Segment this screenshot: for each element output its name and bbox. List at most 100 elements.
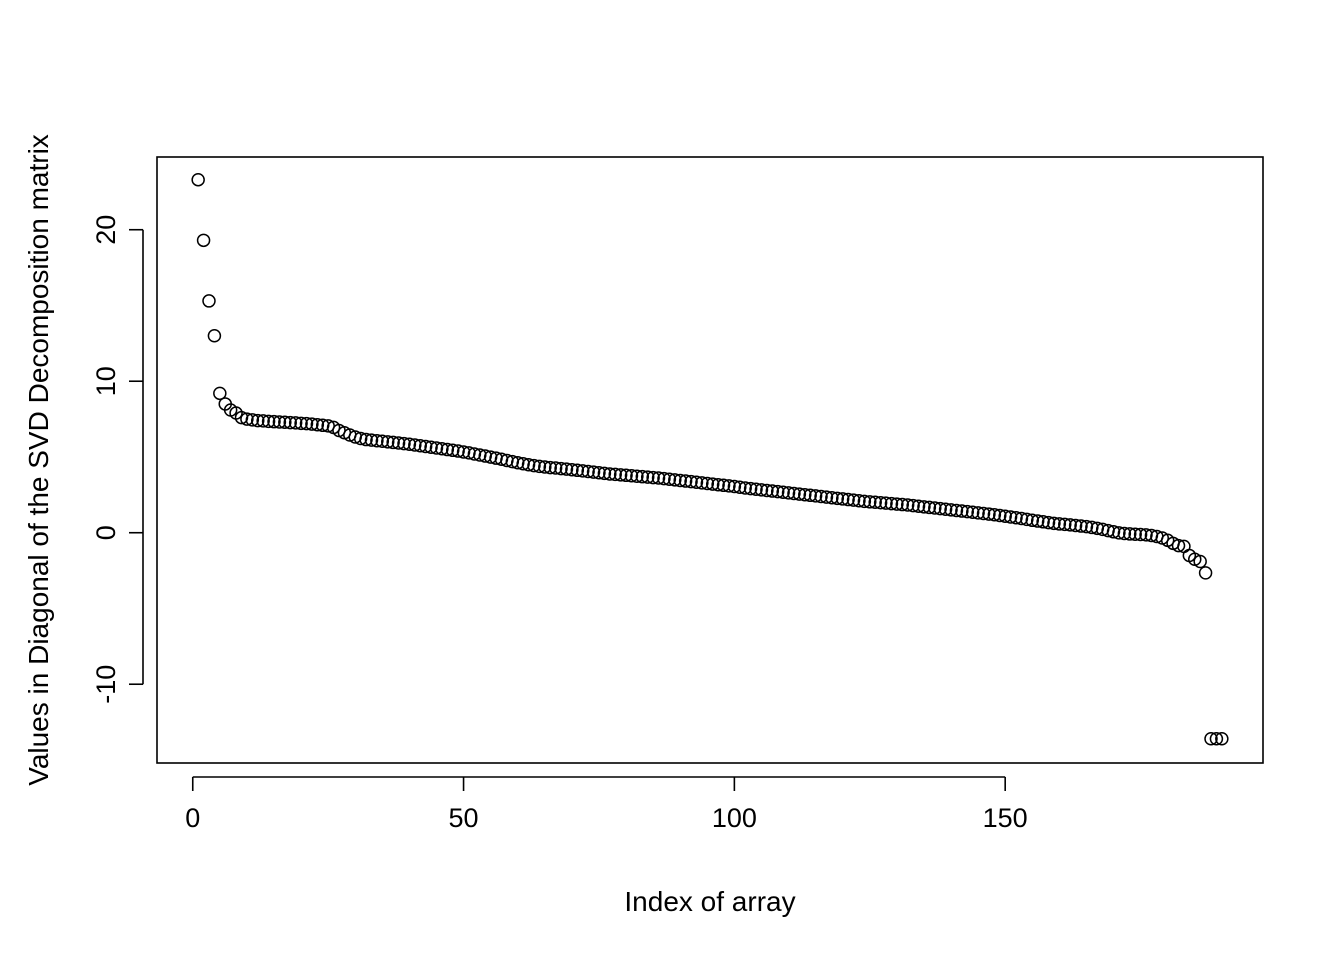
data-point — [278, 415, 292, 430]
data-point — [1117, 526, 1132, 541]
data-point — [776, 485, 790, 500]
data-point — [424, 440, 438, 455]
data-point — [765, 484, 780, 498]
data-point — [527, 458, 541, 473]
data-point — [559, 462, 574, 476]
data-point — [884, 496, 899, 511]
data-point — [532, 459, 547, 474]
data-point — [911, 499, 926, 513]
data-point — [868, 495, 882, 510]
data-point — [846, 493, 861, 507]
data-point — [597, 466, 612, 481]
data-point — [1193, 554, 1207, 569]
data-point — [554, 461, 568, 476]
data-point — [965, 505, 980, 520]
data-point — [955, 504, 969, 518]
data-point — [1204, 732, 1218, 746]
data-point — [1063, 518, 1077, 532]
data-point — [803, 488, 817, 503]
y-axis-title: Values in Diagonal of the SVD Decomposit… — [23, 134, 54, 786]
data-point — [451, 444, 465, 458]
data-point — [819, 490, 834, 504]
data-point — [375, 434, 390, 448]
data-point — [516, 457, 530, 471]
data-point — [429, 441, 444, 455]
y-axis: -10 0 10 20 — [91, 215, 144, 704]
data-point — [743, 481, 758, 496]
data-point — [792, 487, 807, 501]
data-point — [678, 474, 693, 488]
data-point — [1074, 519, 1088, 533]
data-point — [873, 495, 888, 510]
data-point — [207, 329, 222, 343]
data-point — [370, 434, 384, 448]
data-point — [1128, 527, 1142, 541]
data-point — [684, 474, 698, 489]
data-point — [413, 439, 427, 453]
data-point — [798, 487, 812, 502]
data-point — [651, 471, 666, 485]
data-point — [380, 435, 395, 449]
data-point — [640, 470, 655, 484]
data-point — [445, 443, 460, 458]
data-point — [397, 436, 411, 451]
data-point — [592, 465, 606, 480]
plot-frame — [156, 156, 1264, 764]
data-point — [738, 481, 752, 495]
data-point — [917, 500, 931, 514]
data-point — [960, 504, 975, 519]
data-point — [749, 482, 763, 496]
data-point — [624, 469, 639, 483]
data-point — [575, 464, 590, 478]
data-point — [1068, 518, 1083, 533]
data-point — [603, 467, 617, 481]
data-point — [570, 463, 585, 478]
data-point — [635, 469, 650, 484]
y-tick-label: 20 — [91, 215, 121, 245]
y-tick-label: 10 — [91, 366, 121, 396]
data-point — [668, 473, 682, 487]
data-point — [787, 486, 801, 501]
x-tick-label: 0 — [185, 803, 200, 833]
data-point — [1020, 512, 1034, 527]
data-point — [581, 464, 595, 479]
data-point — [202, 294, 216, 308]
data-point — [261, 414, 276, 429]
data-point — [440, 442, 455, 457]
data-point — [760, 483, 774, 498]
data-point — [993, 508, 1007, 523]
data-point — [1079, 519, 1094, 534]
data-point — [695, 476, 709, 490]
data-point — [814, 489, 828, 504]
data-point — [895, 497, 910, 512]
data-point — [716, 478, 731, 493]
data-point — [510, 455, 525, 470]
data-point — [922, 500, 937, 515]
data-point — [857, 494, 872, 509]
data-point — [1112, 526, 1126, 540]
data-point — [1014, 511, 1029, 526]
data-point — [933, 501, 947, 516]
data-point — [1139, 528, 1153, 542]
data-point — [1209, 732, 1224, 746]
data-point — [288, 416, 303, 430]
data-point — [294, 416, 308, 431]
data-point — [971, 506, 985, 520]
data-point — [982, 507, 996, 521]
data-point — [722, 479, 736, 493]
data-point — [456, 445, 471, 459]
data-point — [1171, 538, 1186, 553]
data-point — [673, 473, 687, 488]
data-point — [256, 414, 270, 428]
data-point — [689, 475, 704, 490]
data-point — [353, 431, 368, 446]
data-point — [906, 498, 920, 513]
data-point — [305, 417, 319, 431]
data-point — [705, 477, 720, 491]
data-point — [310, 417, 325, 432]
data-point — [928, 501, 942, 515]
data-point — [359, 432, 373, 447]
data-point — [250, 413, 265, 428]
data-point — [245, 413, 260, 427]
